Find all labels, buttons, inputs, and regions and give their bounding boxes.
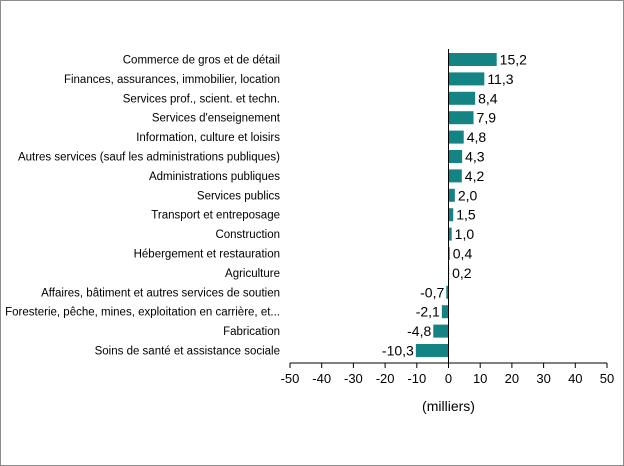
value-label: 15,2 bbox=[500, 52, 527, 68]
value-label: 0,4 bbox=[453, 246, 473, 262]
category-label: Agriculture bbox=[225, 268, 280, 280]
x-tick-label: -50 bbox=[281, 371, 300, 386]
x-tick-label: 40 bbox=[568, 371, 582, 386]
category-label: Affaires, bâtiment et autres services de… bbox=[41, 287, 280, 299]
category-label: Commerce de gros et de détail bbox=[123, 55, 280, 67]
bars bbox=[415, 53, 497, 357]
bar bbox=[448, 188, 455, 202]
category-label: Finances, assurances, immobilier, locati… bbox=[64, 74, 280, 86]
bar bbox=[448, 130, 464, 144]
category-label: Soins de santé et assistance sociale bbox=[95, 346, 280, 358]
value-label: 4,2 bbox=[465, 168, 485, 184]
value-label: 1,0 bbox=[455, 226, 475, 242]
bar bbox=[448, 91, 476, 105]
bar bbox=[448, 208, 454, 222]
bar bbox=[446, 285, 449, 299]
value-label: 11,3 bbox=[487, 71, 513, 87]
category-label: Foresterie, pêche, mines, exploitation e… bbox=[5, 307, 280, 319]
x-tick-label: 20 bbox=[505, 371, 519, 386]
x-axis-title: (milliers) bbox=[422, 398, 475, 414]
bar bbox=[433, 324, 449, 338]
value-label: -4,8 bbox=[407, 323, 431, 339]
value-label: -0,7 bbox=[420, 284, 444, 300]
value-label: 1,5 bbox=[456, 207, 476, 223]
value-label: 8,4 bbox=[478, 90, 498, 106]
value-label: 4,8 bbox=[467, 129, 487, 145]
value-label: 4,3 bbox=[465, 149, 485, 165]
category-label: Services d'enseignement bbox=[152, 113, 281, 125]
value-labels: 15,2 11,3 8,4 7,9 4,8 4,3 4,2 2,0 1,5 1,0 0,4 0,2 -0… bbox=[382, 52, 527, 359]
value-label: 2,0 bbox=[458, 187, 478, 203]
x-tick-label: 30 bbox=[536, 371, 550, 386]
category-label: Transport et entreposage bbox=[151, 210, 280, 222]
category-label: Hébergement et restauration bbox=[134, 249, 280, 261]
category-labels: Commerce de gros et de détail Finances, a… bbox=[5, 55, 281, 358]
x-tick-label: 50 bbox=[600, 371, 614, 386]
bar bbox=[448, 72, 485, 86]
category-label: Fabrication bbox=[223, 326, 280, 338]
bar bbox=[448, 111, 474, 125]
bar bbox=[415, 344, 449, 357]
bar bbox=[441, 305, 449, 319]
category-label: Construction bbox=[215, 229, 280, 241]
x-tick-label: -30 bbox=[344, 371, 363, 386]
bar bbox=[448, 150, 463, 163]
category-label: Services publics bbox=[197, 190, 280, 202]
value-label: 7,9 bbox=[477, 110, 497, 126]
bar bbox=[448, 169, 462, 183]
category-label: Autres services (sauf les administration… bbox=[18, 152, 280, 164]
x-tick-label: -20 bbox=[376, 371, 395, 386]
value-label: -10,3 bbox=[382, 343, 414, 359]
bar bbox=[448, 227, 452, 241]
bar bbox=[448, 53, 497, 66]
x-tick-label: 10 bbox=[473, 371, 487, 386]
x-tick-label: 0 bbox=[445, 371, 452, 386]
category-label: Administrations publiques bbox=[149, 171, 280, 183]
category-label: Services prof., scient. et techn. bbox=[123, 93, 280, 105]
bar bbox=[448, 247, 450, 260]
x-tick-label: -40 bbox=[312, 371, 331, 386]
value-label: 0,2 bbox=[452, 265, 472, 281]
x-axis: -50 -40 -30 -20 -10 0 10 20 30 40 50 bbox=[281, 49, 614, 386]
x-tick-label: -10 bbox=[407, 371, 426, 386]
category-label: Information, culture et loisirs bbox=[136, 132, 280, 144]
value-label: -2,1 bbox=[416, 304, 440, 320]
